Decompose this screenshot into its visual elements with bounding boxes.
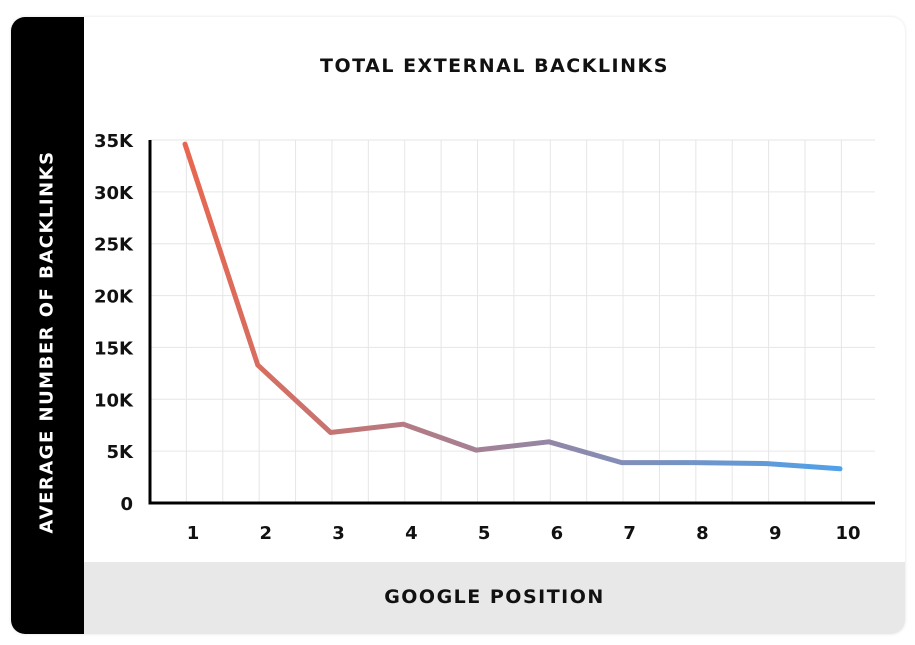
x-tick-label: 5 (478, 523, 491, 544)
y-tick-label: 0 (120, 494, 133, 515)
data-point (183, 142, 188, 147)
series-line (182, 141, 843, 472)
x-tick-label: 2 (260, 523, 273, 544)
data-point (838, 466, 843, 471)
x-tick-label: 1 (187, 523, 200, 544)
y-tick-label: 35K (94, 131, 134, 152)
x-tick-label: 9 (769, 523, 782, 544)
y-axis-band: AVERAGE NUMBER OF BACKLINKS (11, 17, 84, 634)
data-point (401, 422, 406, 427)
x-tick-label: 6 (551, 523, 564, 544)
x-tick-label: 10 (835, 523, 860, 544)
x-tick-label: 8 (696, 523, 709, 544)
data-point (255, 363, 260, 368)
y-tick-label: 10K (94, 390, 134, 411)
y-tick-label: 25K (94, 235, 134, 256)
data-point (692, 460, 697, 465)
data-point (474, 448, 479, 453)
y-tick-label: 20K (94, 287, 134, 308)
y-tick-label: 30K (94, 183, 134, 204)
data-point (546, 439, 551, 444)
data-point (328, 430, 333, 435)
x-tick-label: 7 (623, 523, 636, 544)
chart-card: AVERAGE NUMBER OF BACKLINKS TOTAL EXTERN… (11, 17, 905, 634)
x-axis-band: GOOGLE POSITION (84, 562, 905, 634)
x-axis-label: GOOGLE POSITION (384, 586, 605, 608)
data-point (765, 461, 770, 466)
x-tick-label: 3 (332, 523, 345, 544)
y-tick-label: 15K (94, 338, 134, 359)
x-tick-label: 4 (405, 523, 418, 544)
data-point (619, 460, 624, 465)
y-tick-label: 5K (107, 442, 135, 463)
chart-title: TOTAL EXTERNAL BACKLINKS (320, 55, 669, 77)
